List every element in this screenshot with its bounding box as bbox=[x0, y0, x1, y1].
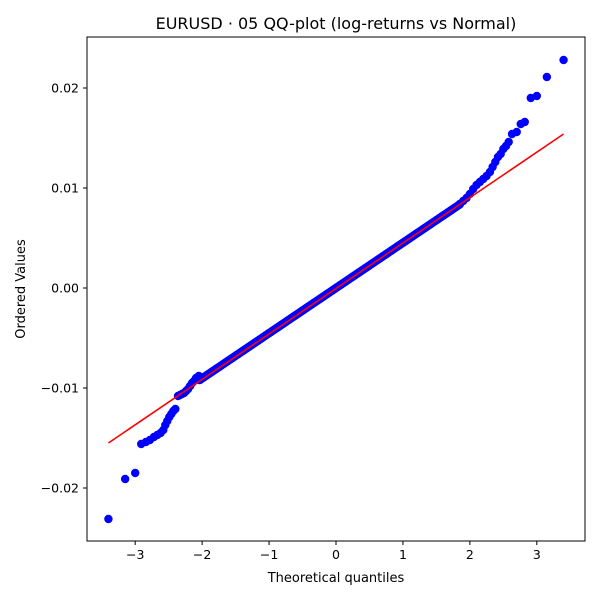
x-tick-label: 3 bbox=[533, 547, 541, 562]
y-tick-label: 0.01 bbox=[51, 181, 79, 196]
qq-point bbox=[120, 474, 130, 484]
x-tick-label: −2 bbox=[193, 547, 211, 562]
qq-point bbox=[512, 127, 521, 137]
x-tick-label: 2 bbox=[466, 547, 474, 562]
qq-point bbox=[542, 72, 552, 82]
x-tick-label: −3 bbox=[126, 547, 144, 562]
qq-point bbox=[130, 468, 140, 478]
qq-point bbox=[171, 404, 180, 414]
x-axis-ticks: −3 −2 −1 0 1 2 3 bbox=[126, 541, 541, 562]
y-axis-label: Ordered Values bbox=[14, 239, 29, 339]
x-tick-label: 1 bbox=[399, 547, 407, 562]
qq-point bbox=[520, 117, 529, 127]
y-tick-label: −0.01 bbox=[41, 381, 79, 396]
x-axis-label: Theoretical quantiles bbox=[267, 571, 405, 586]
y-axis-ticks: −0.02 −0.01 0.00 0.01 0.02 bbox=[41, 81, 87, 496]
y-tick-label: 0.00 bbox=[51, 281, 79, 296]
y-tick-label: −0.02 bbox=[41, 481, 79, 496]
qq-point bbox=[104, 514, 113, 524]
qq-point bbox=[559, 55, 568, 65]
x-tick-label: 0 bbox=[332, 547, 340, 562]
x-tick-label: −1 bbox=[260, 547, 278, 562]
reference-line bbox=[107, 133, 565, 444]
qq-point bbox=[504, 137, 513, 147]
y-tick-label: 0.02 bbox=[51, 81, 79, 96]
plot-area bbox=[104, 55, 568, 524]
chart-title: EURUSD · 05 QQ-plot (log-returns vs Norm… bbox=[156, 14, 517, 33]
qq-point bbox=[532, 91, 542, 101]
